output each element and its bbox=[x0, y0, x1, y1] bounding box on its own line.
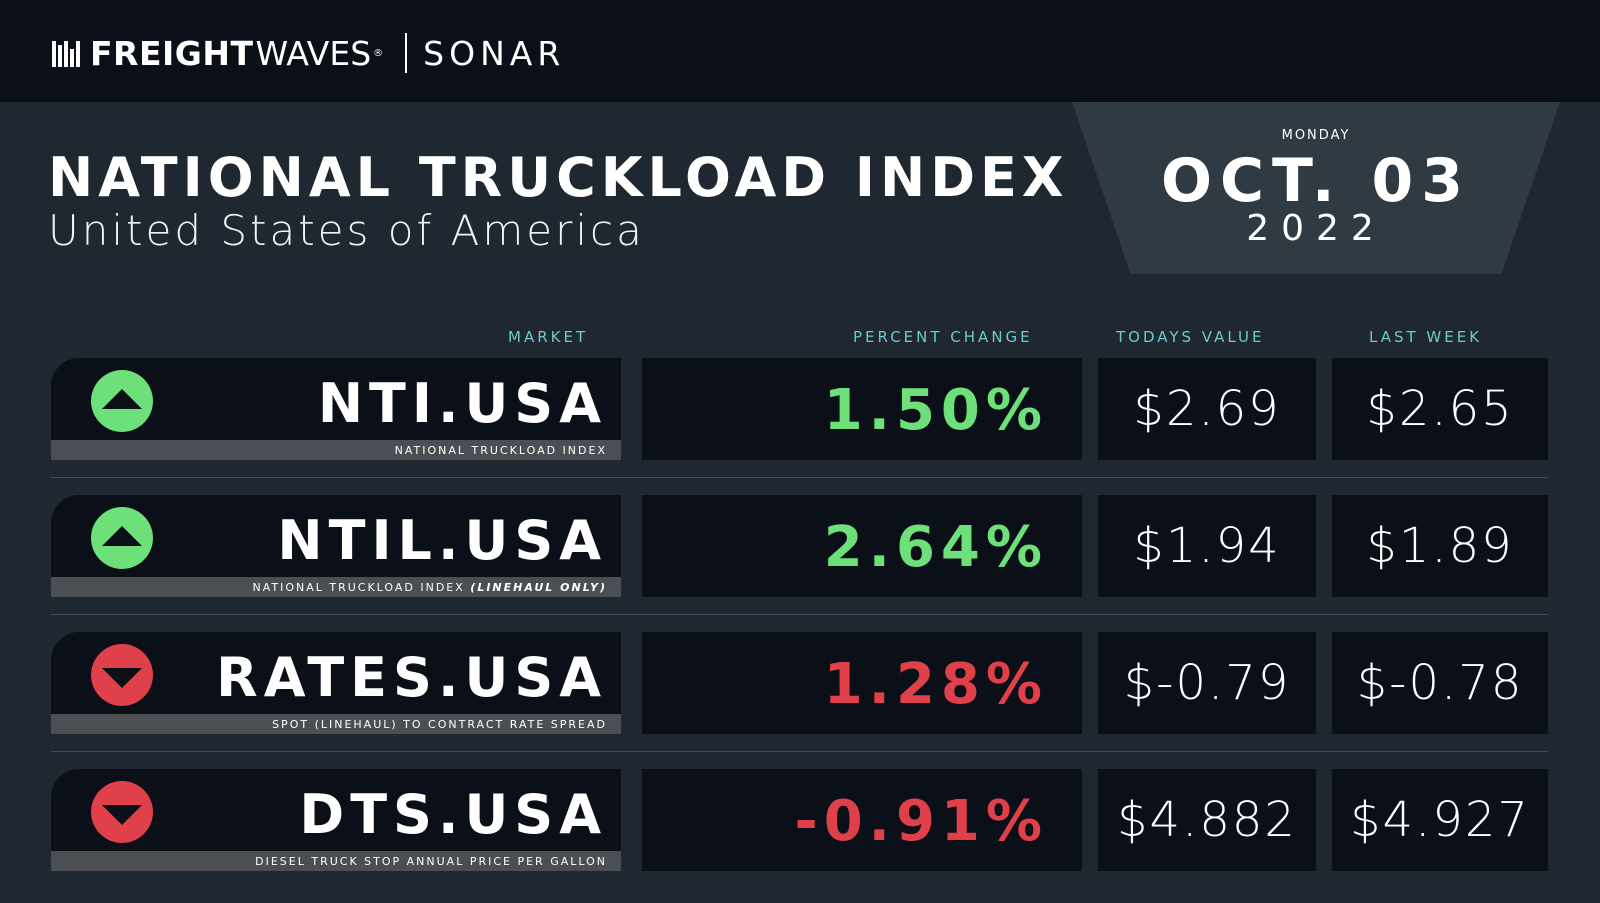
last-week-value: $-0.78 bbox=[1356, 655, 1524, 711]
arrow-up-icon bbox=[91, 507, 153, 569]
arrow-down-icon bbox=[91, 781, 153, 843]
index-row: DTS.USA DIESEL TRUCK STOP ANNUAL PRICE P… bbox=[0, 769, 1600, 871]
brand-sonar: SONAR bbox=[423, 33, 566, 73]
market-description-strip: NATIONAL TRUCKLOAD INDEX (LINEHAUL ONLY) bbox=[51, 577, 621, 597]
market-description-strip: NATIONAL TRUCKLOAD INDEX bbox=[51, 440, 621, 460]
arrow-down-icon bbox=[91, 644, 153, 706]
todays-value-cell: $2.69 bbox=[1098, 358, 1316, 460]
market-cell: RATES.USA SPOT (LINEHAUL) TO CONTRACT RA… bbox=[51, 632, 621, 734]
todays-value-cell: $1.94 bbox=[1098, 495, 1316, 597]
todays-value: $-0.79 bbox=[1123, 655, 1291, 711]
todays-value: $1.94 bbox=[1133, 518, 1281, 574]
row-divider bbox=[51, 751, 1548, 752]
market-description: SPOT (LINEHAUL) TO CONTRACT RATE SPREAD bbox=[272, 718, 607, 731]
market-ticker: RATES.USA bbox=[216, 646, 607, 709]
last-week-cell: $4.927 bbox=[1332, 769, 1548, 871]
percent-change-cell: 2.64% bbox=[642, 495, 1082, 597]
brand-divider bbox=[405, 33, 408, 73]
percent-change-cell: 1.28% bbox=[642, 632, 1082, 734]
last-week-value: $4.927 bbox=[1350, 792, 1530, 848]
percent-change-value: 1.50% bbox=[823, 378, 1048, 443]
row-divider bbox=[51, 477, 1548, 478]
percent-change-cell: -0.91% bbox=[642, 769, 1082, 871]
index-row: NTIL.USA NATIONAL TRUCKLOAD INDEX (LINEH… bbox=[0, 495, 1600, 597]
market-description-strip: SPOT (LINEHAUL) TO CONTRACT RATE SPREAD bbox=[51, 714, 621, 734]
market-cell: NTI.USA NATIONAL TRUCKLOAD INDEX bbox=[51, 358, 621, 460]
row-divider bbox=[51, 614, 1548, 615]
market-description: DIESEL TRUCK STOP ANNUAL PRICE PER GALLO… bbox=[255, 855, 607, 868]
last-week-cell: $-0.78 bbox=[1332, 632, 1548, 734]
index-row: RATES.USA SPOT (LINEHAUL) TO CONTRACT RA… bbox=[0, 632, 1600, 734]
todays-value: $4.882 bbox=[1117, 792, 1297, 848]
column-header-todays-value: TODAYS VALUE bbox=[1116, 328, 1265, 346]
percent-change-value: -0.91% bbox=[794, 789, 1048, 854]
todays-value-cell: $-0.79 bbox=[1098, 632, 1316, 734]
index-row: NTI.USA NATIONAL TRUCKLOAD INDEX 1.50% $… bbox=[0, 358, 1600, 460]
date-panel bbox=[1072, 102, 1560, 274]
date-month-day: OCT. 03 bbox=[1160, 146, 1472, 216]
market-cell: NTIL.USA NATIONAL TRUCKLOAD INDEX (LINEH… bbox=[51, 495, 621, 597]
market-description-strip: DIESEL TRUCK STOP ANNUAL PRICE PER GALLO… bbox=[51, 851, 621, 871]
page-subtitle: United States of America bbox=[48, 206, 645, 255]
percent-change-value: 1.28% bbox=[823, 652, 1048, 717]
last-week-cell: $1.89 bbox=[1332, 495, 1548, 597]
arrow-up-icon bbox=[91, 370, 153, 432]
market-ticker: NTIL.USA bbox=[277, 509, 607, 572]
market-description: NATIONAL TRUCKLOAD INDEX bbox=[394, 444, 607, 457]
market-description: NATIONAL TRUCKLOAD INDEX (LINEHAUL ONLY) bbox=[252, 581, 607, 594]
column-header-market: MARKET bbox=[508, 328, 589, 346]
brand-freight: FREIGHT bbox=[90, 33, 254, 73]
market-ticker: NTI.USA bbox=[317, 372, 607, 435]
brand-waves: WAVES bbox=[255, 33, 372, 73]
date-year: 2022 bbox=[1246, 208, 1386, 249]
todays-value-cell: $4.882 bbox=[1098, 769, 1316, 871]
date-weekday: MONDAY bbox=[1281, 128, 1351, 143]
percent-change-cell: 1.50% bbox=[642, 358, 1082, 460]
column-header-last-week: LAST WEEK bbox=[1369, 328, 1483, 346]
market-cell: DTS.USA DIESEL TRUCK STOP ANNUAL PRICE P… bbox=[51, 769, 621, 871]
percent-change-value: 2.64% bbox=[823, 515, 1048, 580]
last-week-cell: $2.65 bbox=[1332, 358, 1548, 460]
todays-value: $2.69 bbox=[1133, 381, 1281, 437]
top-header-bar: FREIGHT WAVES ® SONAR bbox=[0, 0, 1600, 102]
freightwaves-logo-icon bbox=[52, 39, 82, 67]
page-title: NATIONAL TRUCKLOAD INDEX bbox=[48, 146, 1069, 209]
market-ticker: DTS.USA bbox=[299, 783, 607, 846]
registered-mark: ® bbox=[373, 47, 384, 59]
last-week-value: $1.89 bbox=[1366, 518, 1514, 574]
last-week-value: $2.65 bbox=[1366, 381, 1514, 437]
freightwaves-sonar-logo: FREIGHT WAVES ® SONAR bbox=[52, 30, 565, 76]
column-header-percent-change: PERCENT CHANGE bbox=[853, 328, 1033, 346]
